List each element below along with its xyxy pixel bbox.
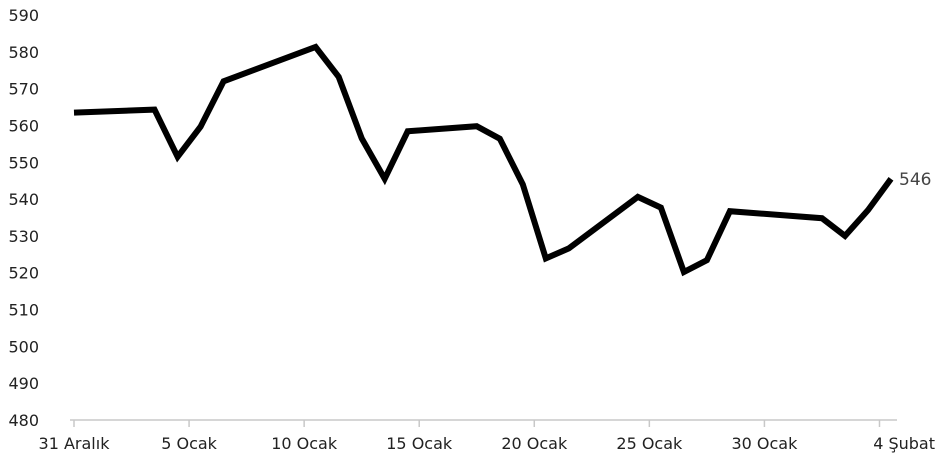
x-tick-label: 20 Ocak [501,434,568,453]
y-tick-label: 560 [8,116,39,135]
y-tick-label: 540 [8,190,39,209]
y-tick-label: 580 [8,43,39,62]
x-tick-label: 4 Şubat [873,434,935,453]
y-tick-label: 550 [8,153,39,172]
y-tick-label: 530 [8,227,39,246]
x-tick-label: 5 Ocak [161,434,217,453]
end-value-label: 546 [899,170,931,190]
x-tick-label: 25 Ocak [616,434,683,453]
y-axis-tick-labels: 480 490 500 510 520 530 540 550 560 570 580 590 [8,6,39,430]
y-tick-label: 590 [8,6,39,25]
x-tick-label: 30 Ocak [731,434,798,453]
y-tick-label: 570 [8,80,39,99]
y-tick-label: 480 [8,411,39,430]
x-tick-label: 31 Aralık [39,434,111,453]
series-line [74,47,891,272]
y-tick-label: 520 [8,264,39,283]
x-tick-label: 10 Ocak [271,434,338,453]
x-tick-label: 15 Ocak [386,434,453,453]
y-tick-label: 500 [8,337,39,356]
y-tick-label: 510 [8,301,39,320]
x-axis-ticks: 31 Aralık 5 Ocak 10 Ocak 15 Ocak 20 Ocak 25 O… [39,420,935,453]
y-tick-label: 490 [8,374,39,393]
